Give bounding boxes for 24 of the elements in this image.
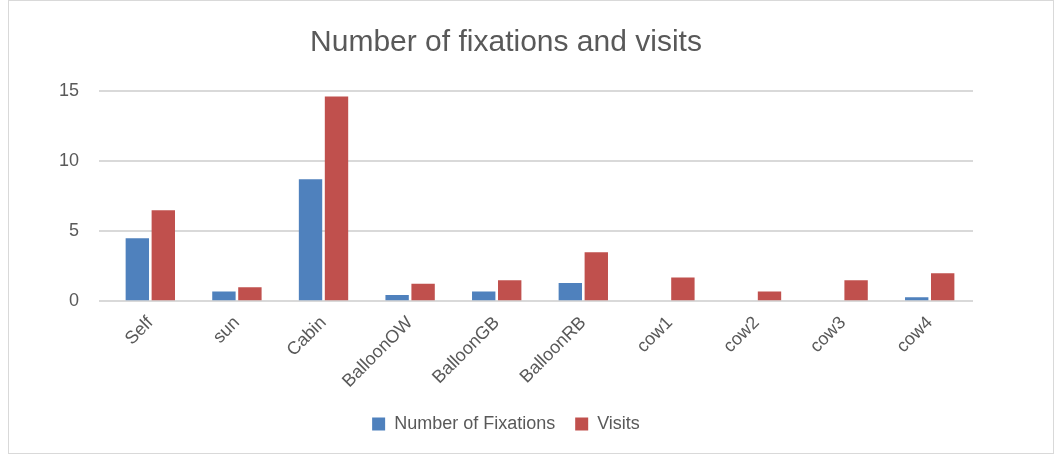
bar — [411, 283, 435, 301]
bar — [238, 287, 262, 301]
y-tick-label: 15 — [58, 79, 80, 100]
bar — [558, 283, 583, 301]
y-tick-label: 0 — [69, 290, 80, 311]
bar — [151, 210, 175, 301]
legend-label: Visits — [597, 412, 640, 433]
bar — [385, 295, 409, 301]
chart-title: Number of fixations and visits — [310, 24, 702, 58]
bar — [931, 273, 955, 301]
legend-label: Number of Fixations — [394, 412, 556, 433]
y-tick-label: 10 — [58, 150, 80, 171]
bar — [498, 280, 522, 301]
bar — [125, 238, 150, 301]
x-tick-label: sun — [208, 312, 244, 347]
bar — [298, 179, 323, 301]
x-tick-label: Self — [120, 311, 158, 349]
bar — [212, 291, 236, 301]
bar — [671, 277, 695, 301]
bar — [844, 280, 868, 301]
y-tick-label: 5 — [69, 220, 80, 241]
bar — [584, 252, 608, 301]
bar — [324, 96, 349, 301]
bar — [905, 297, 929, 301]
